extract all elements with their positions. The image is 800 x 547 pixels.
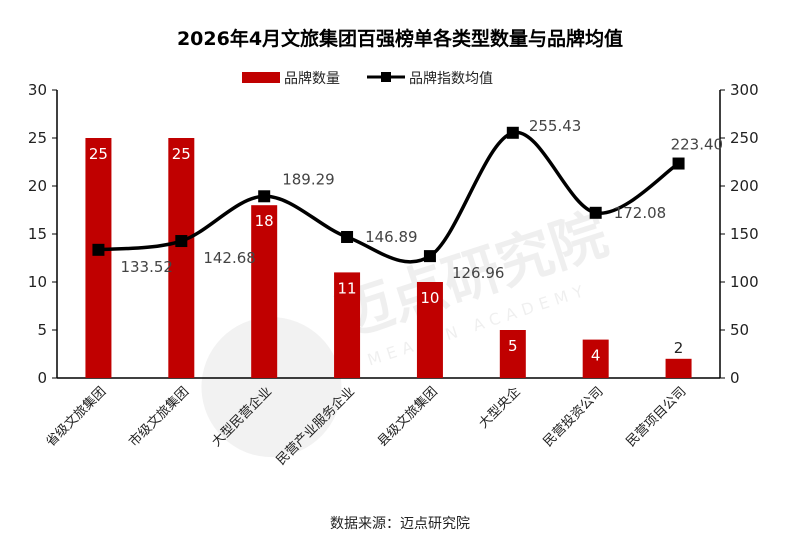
line-marker bbox=[672, 157, 685, 170]
category-label: 民营投资公司 bbox=[540, 384, 606, 450]
legend-label-bar: 品牌数量 bbox=[284, 70, 340, 87]
bar-value-label: 11 bbox=[338, 279, 357, 297]
bar-value-label: 4 bbox=[591, 347, 601, 365]
line-marker bbox=[258, 190, 271, 203]
bar bbox=[416, 282, 443, 378]
bar bbox=[168, 138, 195, 378]
y-right-tick-label: 200 bbox=[730, 177, 759, 195]
y-left-tick-label: 25 bbox=[28, 129, 47, 147]
category-label: 大型央企 bbox=[476, 384, 524, 432]
series-line-path bbox=[98, 130, 680, 264]
y-right-tick-label: 250 bbox=[730, 129, 759, 147]
source-note: 数据来源：迈点研究院 bbox=[330, 516, 470, 532]
line-value-label: 142.68 bbox=[203, 249, 256, 267]
y-left-tick-label: 20 bbox=[28, 177, 47, 195]
bar-value-label: 2 bbox=[674, 339, 684, 357]
line-marker bbox=[506, 126, 519, 139]
line-marker bbox=[92, 243, 105, 256]
line-marker bbox=[175, 235, 188, 248]
line-value-label: 126.96 bbox=[452, 264, 505, 282]
bar bbox=[85, 138, 112, 378]
bar bbox=[251, 205, 278, 378]
bar bbox=[665, 358, 692, 378]
bar-value-label: 25 bbox=[172, 145, 191, 163]
line-value-label: 255.43 bbox=[529, 117, 582, 135]
y-right-tick-label: 300 bbox=[730, 81, 759, 99]
bar-value-label: 10 bbox=[420, 289, 439, 307]
y-right-tick-label: 50 bbox=[730, 321, 749, 339]
y-right-tick-label: 150 bbox=[730, 225, 759, 243]
bar-labels: 25 25 18 11 10 5 4 2 bbox=[89, 145, 683, 365]
y-left-tick-label: 30 bbox=[28, 81, 47, 99]
watermark-logo-icon bbox=[201, 317, 342, 458]
category-label: 市级文旅集团 bbox=[126, 384, 192, 450]
y-right-tick-label: 0 bbox=[730, 369, 740, 387]
y-left-tick-label: 10 bbox=[28, 273, 47, 291]
y-right-tick-label: 100 bbox=[730, 273, 759, 291]
line-marker bbox=[589, 206, 602, 219]
chart-title: 2026年4月文旅集团百强榜单各类型数量与品牌均值 bbox=[177, 27, 623, 50]
line-value-label: 133.52 bbox=[120, 258, 173, 276]
bar-value-label: 5 bbox=[508, 337, 518, 355]
category-label: 民营项目公司 bbox=[624, 384, 690, 450]
line-labels: 133.52 142.68 189.29 146.89 126.96 255.43 172.… bbox=[120, 117, 723, 282]
legend: 品牌数量 品牌指数均值 bbox=[242, 70, 493, 87]
y-left-ticks: 0 5 10 15 20 25 30 bbox=[28, 81, 57, 387]
legend-label-line: 品牌指数均值 bbox=[409, 70, 493, 87]
legend-marker-line bbox=[381, 72, 391, 82]
category-label: 县级文旅集团 bbox=[374, 384, 440, 450]
bar-value-label: 18 bbox=[255, 212, 274, 230]
bar bbox=[499, 330, 526, 378]
y-left-tick-label: 15 bbox=[28, 225, 47, 243]
bars bbox=[85, 138, 692, 378]
line-markers bbox=[92, 126, 685, 263]
line-value-label: 146.89 bbox=[365, 228, 418, 246]
bar bbox=[334, 272, 361, 378]
y-left-tick-label: 0 bbox=[37, 369, 47, 387]
line-value-label: 189.29 bbox=[282, 170, 335, 188]
line-marker bbox=[341, 230, 354, 243]
line-value-label: 223.40 bbox=[671, 136, 724, 154]
category-label: 省级文旅集团 bbox=[43, 384, 109, 450]
legend-swatch-bar bbox=[242, 72, 280, 83]
line-marker bbox=[423, 250, 436, 263]
y-right-ticks: 0 50 100 150 200 250 300 bbox=[720, 81, 759, 387]
bar-value-label: 25 bbox=[89, 145, 108, 163]
line-value-label: 172.08 bbox=[614, 204, 667, 222]
y-left-tick-label: 5 bbox=[37, 321, 47, 339]
bar bbox=[582, 339, 609, 378]
